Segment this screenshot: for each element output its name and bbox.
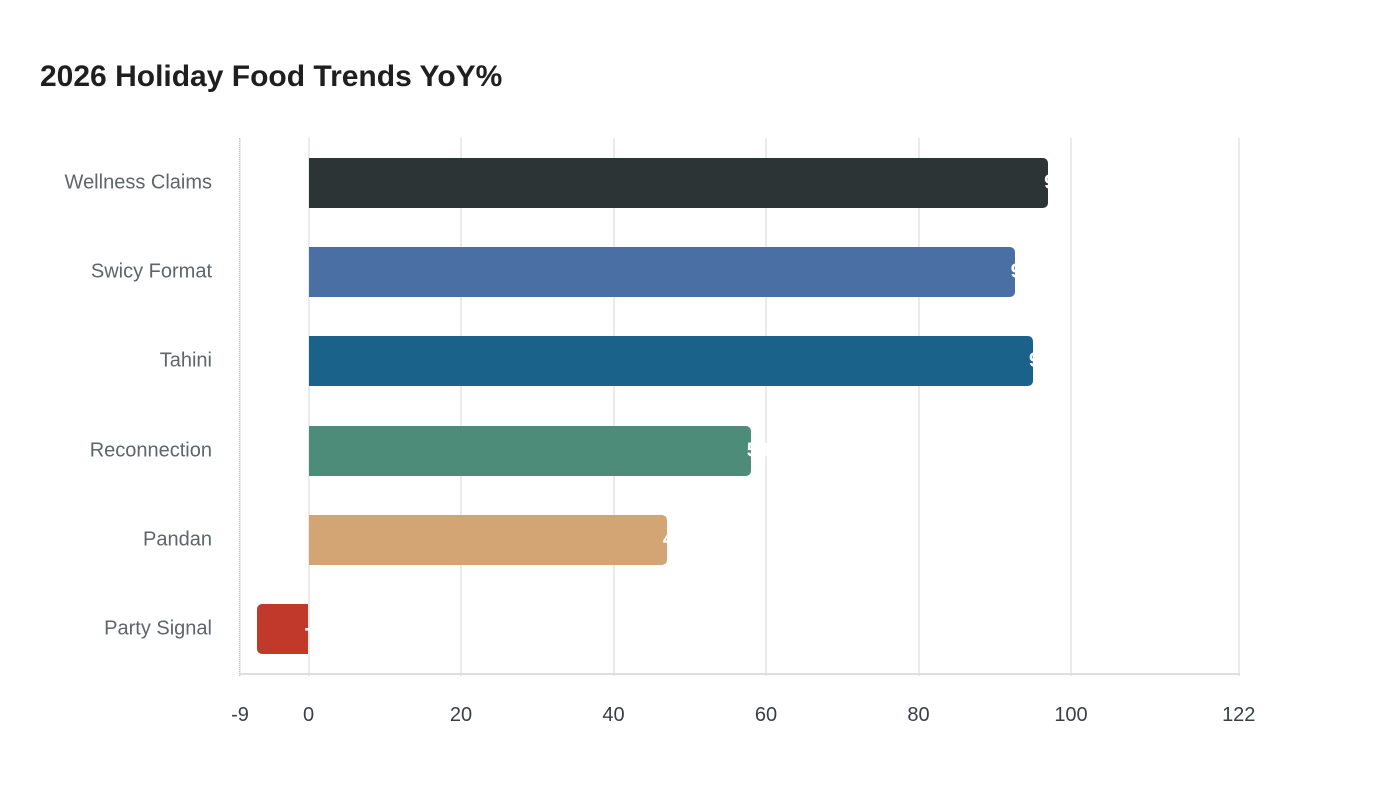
gridline — [1237, 138, 1240, 676]
bar-party-signal[interactable]: -6.8 — [256, 604, 339, 654]
y-axis-line — [239, 138, 241, 676]
x-tick-label: 80 — [907, 704, 930, 726]
category-label: Pandan — [143, 528, 212, 551]
gridline — [307, 138, 310, 676]
value-label: 92.6 — [1010, 260, 1050, 283]
value-label: -6.8 — [304, 617, 339, 640]
category-label: Party Signal — [104, 617, 212, 640]
gridline — [765, 138, 767, 676]
x-tick-label: 100 — [1054, 704, 1088, 726]
x-tick-label: 122 — [1222, 704, 1256, 726]
x-tick-label: 20 — [449, 704, 473, 726]
x-tick-label: 60 — [754, 704, 778, 726]
value-label: 95 — [1028, 349, 1052, 372]
x-tick-label: -9 — [231, 704, 249, 726]
bar-swicy-format[interactable]: 92.6 — [308, 247, 1050, 298]
x-axis-line — [240, 673, 1240, 675]
gridline — [460, 138, 462, 676]
gridline — [917, 138, 920, 676]
x-tick-label: 0 — [302, 704, 315, 726]
x-tick-label: 40 — [602, 704, 625, 726]
value-label: 47 — [662, 528, 686, 551]
value-label: 58 — [746, 439, 769, 462]
bar-reconnection[interactable]: 58 — [308, 425, 769, 476]
gridline — [1070, 138, 1072, 676]
category-label: Reconnection — [89, 439, 212, 462]
category-label: Wellness Claims — [64, 171, 212, 194]
bar-wellness-claims[interactable]: 97 — [308, 158, 1066, 208]
category-label: Tahini — [159, 349, 212, 372]
bar-pandan[interactable]: 47 — [308, 514, 685, 565]
value-label: 97 — [1044, 171, 1067, 194]
chart-title: 2026 Holiday Food Trends YoY% — [40, 60, 503, 93]
gridline — [612, 138, 615, 676]
category-label: Swicy Format — [90, 260, 212, 283]
bar-tahini[interactable]: 95 — [308, 336, 1051, 387]
